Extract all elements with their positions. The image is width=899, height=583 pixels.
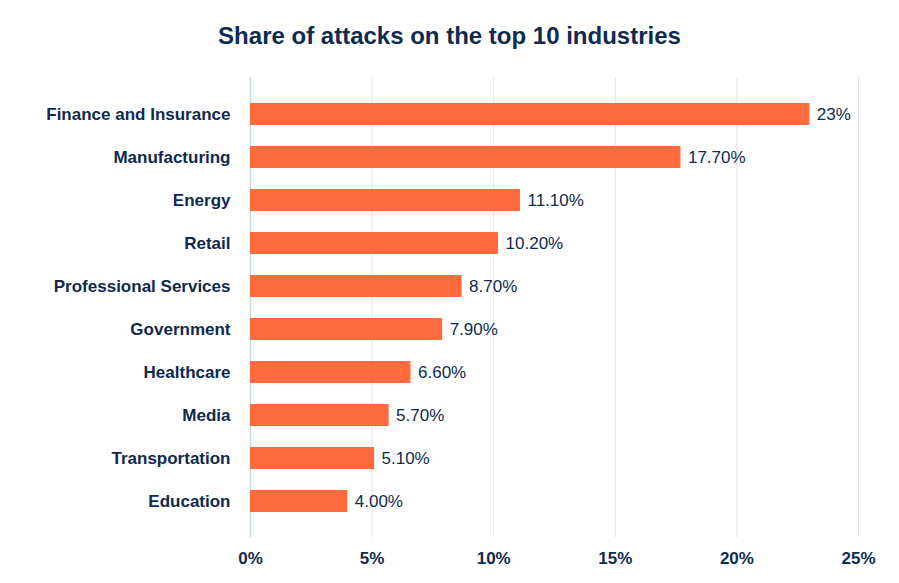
svg-text:8.70%: 8.70%: [469, 277, 517, 296]
svg-text:4.00%: 4.00%: [355, 492, 403, 511]
svg-text:Professional Services: Professional Services: [54, 277, 231, 296]
svg-text:7.90%: 7.90%: [450, 320, 498, 339]
svg-text:15%: 15%: [598, 549, 632, 568]
svg-text:5.10%: 5.10%: [382, 449, 430, 468]
svg-text:Government: Government: [130, 320, 230, 339]
svg-text:Manufacturing: Manufacturing: [113, 148, 230, 167]
svg-text:10%: 10%: [477, 549, 511, 568]
svg-text:Media: Media: [182, 406, 231, 425]
svg-text:Transportation: Transportation: [111, 449, 230, 468]
svg-text:23%: 23%: [817, 105, 851, 124]
svg-text:Education: Education: [148, 492, 230, 511]
svg-text:Energy: Energy: [173, 191, 231, 210]
svg-text:20%: 20%: [720, 549, 754, 568]
svg-text:5%: 5%: [360, 549, 385, 568]
html-text:Share of attacks on the top 10: Share of attacks on the top 10 industrie…: [218, 22, 681, 49]
svg-text:10.20%: 10.20%: [506, 234, 564, 253]
svg-text:0%: 0%: [238, 549, 263, 568]
svg-text:Healthcare: Healthcare: [144, 363, 231, 382]
svg-text:Retail: Retail: [184, 234, 230, 253]
svg-text:6.60%: 6.60%: [418, 363, 466, 382]
svg-text:17.70%: 17.70%: [688, 148, 746, 167]
svg-text:11.10%: 11.10%: [527, 191, 583, 210]
svg-text:25%: 25%: [841, 549, 875, 568]
svg-text:Finance and Insurance: Finance and Insurance: [46, 105, 230, 124]
svg-text:5.70%: 5.70%: [396, 406, 444, 425]
